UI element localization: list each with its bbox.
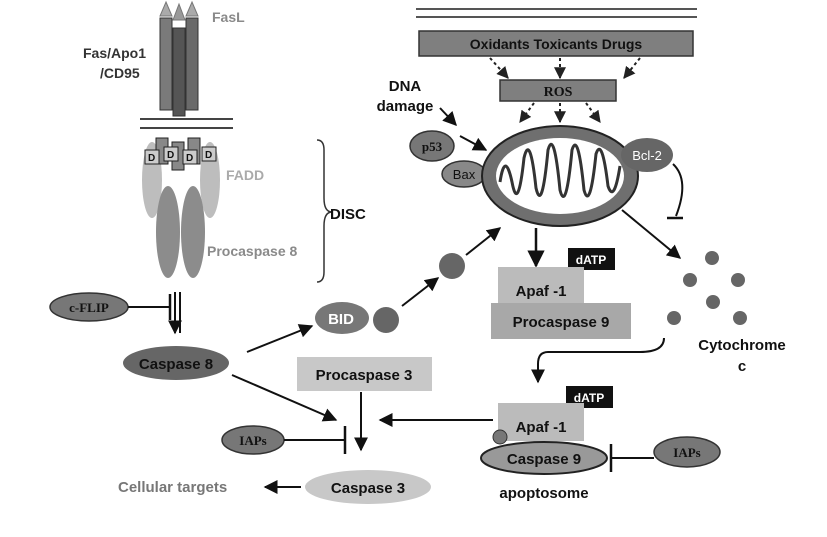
datp-upper-box bbox=[568, 248, 615, 270]
ros-box bbox=[499, 79, 617, 102]
oxidants-label: Oxidants Toxicants Drugs bbox=[470, 36, 643, 52]
iaps-left-inhibition bbox=[284, 426, 347, 454]
caspase3-ellipse bbox=[305, 470, 431, 504]
p53-ellipse bbox=[409, 130, 455, 162]
iaps-right-label: IAPs bbox=[673, 445, 700, 460]
caspase9-label: Caspase 9 bbox=[507, 451, 581, 468]
death-domain-letter-4: D bbox=[205, 150, 212, 161]
cflip-inhibition bbox=[128, 294, 172, 320]
dna-damage-arrow bbox=[439, 107, 457, 127]
apoptosome-label: apoptosome bbox=[499, 485, 588, 502]
caspase8-ellipse bbox=[123, 346, 229, 380]
procaspase8-label: Procaspase 8 bbox=[207, 243, 297, 259]
fas-receptor bbox=[159, 0, 199, 117]
cytochrome-to-apoptosome-arrow bbox=[531, 337, 665, 384]
datp-label: dATP bbox=[574, 391, 604, 405]
cytochrome-label-line2: c bbox=[738, 358, 746, 375]
death-domain-letter-1: D bbox=[148, 153, 155, 164]
caspase3-label: Caspase 3 bbox=[331, 480, 405, 497]
disc-label: DISC bbox=[330, 206, 366, 223]
procaspase9-label: Procaspase 9 bbox=[513, 314, 610, 331]
bcl2-label: Bcl-2 bbox=[632, 148, 662, 163]
top-membrane-lines bbox=[416, 8, 697, 18]
procaspase3-box bbox=[297, 357, 432, 391]
procaspase3-label: Procaspase 3 bbox=[316, 367, 413, 384]
apaf1-upper-label: Apaf -1 bbox=[516, 283, 567, 300]
death-domain-letter-2: D bbox=[167, 150, 174, 161]
apaf1-upper-box bbox=[498, 267, 584, 303]
ros-to-mitochondria-arrows bbox=[519, 102, 601, 124]
p53-to-mitochondria-arrow bbox=[459, 135, 488, 151]
iaps-right-inhibition bbox=[609, 444, 654, 472]
datp-box bbox=[566, 386, 613, 408]
cell-membrane bbox=[140, 118, 233, 129]
cytochrome-c-molecules bbox=[667, 251, 747, 325]
cflip-label: c-FLIP bbox=[69, 300, 109, 315]
mitochondria-to-cytochrome-arrow bbox=[621, 209, 682, 259]
disc-brace bbox=[316, 139, 333, 283]
mitochondrion bbox=[481, 125, 639, 227]
apaf1-box bbox=[498, 403, 584, 441]
bid-to-tbid-arrow bbox=[401, 277, 440, 307]
death-domain-letter-3: D bbox=[186, 153, 193, 164]
fas-receptor-label-line2: /CD95 bbox=[100, 65, 140, 81]
bid-protein bbox=[315, 302, 399, 334]
caspase8-label: Caspase 8 bbox=[139, 356, 213, 373]
fas-receptor-label-line1: Fas/Apo1 bbox=[83, 45, 146, 61]
bcl2-ellipse bbox=[621, 138, 673, 172]
apaf1-label: Apaf -1 bbox=[516, 419, 567, 436]
ros-label: ROS bbox=[544, 85, 573, 100]
cellular-targets-label: Cellular targets bbox=[118, 479, 227, 496]
caspase8-to-bid-arrow bbox=[246, 324, 314, 353]
iaps-right-ellipse bbox=[653, 436, 721, 468]
caspase9-ellipse bbox=[480, 441, 608, 475]
caspase8-to-caspase3-arrow bbox=[231, 374, 338, 422]
fasl-label: FasL bbox=[212, 9, 245, 25]
bax-label: Bax bbox=[453, 167, 476, 182]
bcl2-inhibition bbox=[667, 163, 684, 220]
cytochrome-label-line1: Cytochrome bbox=[698, 337, 786, 354]
dna-damage-label-line1: DNA bbox=[389, 78, 422, 95]
bid-label: BID bbox=[328, 311, 354, 328]
datp-upper-label: dATP bbox=[576, 253, 606, 267]
tbid-fragment bbox=[439, 253, 465, 279]
apoptosome-small-circle bbox=[492, 429, 508, 445]
fadd-label: FADD bbox=[226, 167, 264, 183]
tbid-to-mitochondria-arrow bbox=[465, 227, 502, 256]
oxidants-to-ros-arrows bbox=[489, 57, 641, 80]
procaspase9-box bbox=[491, 303, 631, 339]
iaps-left-label: IAPs bbox=[239, 433, 266, 448]
disc-to-caspase8-arrow bbox=[168, 292, 182, 335]
p53-label: p53 bbox=[422, 139, 443, 154]
oxidants-box bbox=[418, 30, 694, 57]
dna-damage-label-line2: damage bbox=[377, 98, 434, 115]
disc-complex bbox=[142, 137, 220, 278]
